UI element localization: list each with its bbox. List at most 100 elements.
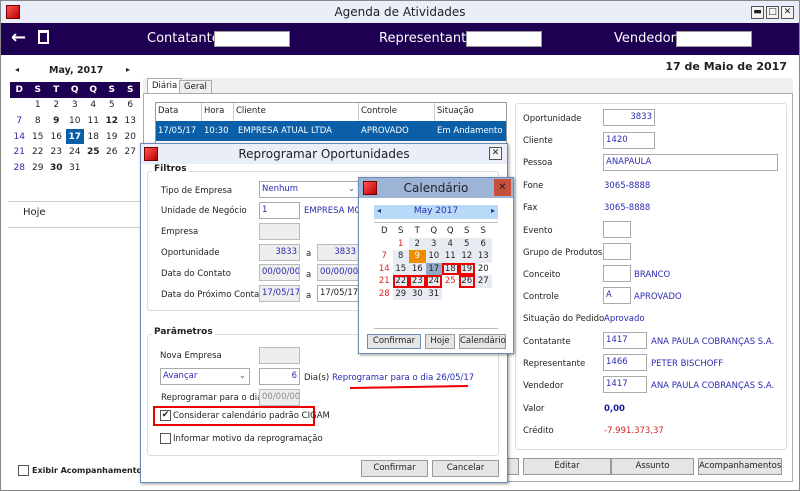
data-contato-to-field[interactable]: 00/00/00 bbox=[317, 264, 359, 281]
calendar-day[interactable]: 17 bbox=[425, 262, 442, 275]
calendar-day[interactable]: 26 bbox=[106, 147, 118, 158]
close-button[interactable]: ✕ bbox=[781, 6, 794, 19]
oportunidade-to-field[interactable]: 3833 bbox=[317, 244, 359, 261]
conceito-field[interactable] bbox=[603, 265, 631, 282]
calendar-day[interactable]: 2 bbox=[53, 100, 60, 111]
column-header-hora[interactable]: Hora bbox=[202, 103, 234, 121]
calendar-day[interactable]: 31 bbox=[69, 162, 81, 173]
maximize-button[interactable]: □ bbox=[766, 6, 779, 19]
oportunidade-field[interactable]: 3833 bbox=[603, 109, 655, 126]
column-header-situacao[interactable]: Situação bbox=[437, 106, 474, 116]
tipo-empresa-select[interactable]: Nenhum ⌄ bbox=[259, 181, 359, 198]
calendario-confirmar-button[interactable]: Confirmar bbox=[367, 334, 421, 349]
contatante-field[interactable]: 1417 bbox=[603, 332, 647, 349]
calendar-day[interactable]: 25 bbox=[444, 276, 456, 287]
pessoa-field[interactable]: ANAPAULA bbox=[603, 154, 778, 171]
calendar-day[interactable]: 16 bbox=[50, 131, 62, 142]
column-header-controle[interactable]: Controle bbox=[359, 103, 435, 121]
column-header-data[interactable]: Data bbox=[156, 103, 202, 121]
representante-input[interactable] bbox=[466, 31, 542, 47]
calendar-day[interactable]: 9 bbox=[409, 250, 426, 263]
vendedor-field[interactable]: 1417 bbox=[603, 376, 647, 393]
calendar-day[interactable]: 1 bbox=[398, 238, 404, 249]
calendar-day[interactable]: 30 bbox=[49, 162, 63, 173]
calendar-day[interactable]: 14 bbox=[13, 131, 25, 142]
considerar-calendario-checkbox[interactable]: ✔ bbox=[160, 410, 171, 421]
calendar-day[interactable]: 11 bbox=[442, 250, 459, 263]
calendar-day[interactable]: 13 bbox=[475, 250, 492, 263]
prev-month-icon[interactable]: ◂ bbox=[377, 206, 382, 215]
calendar-day[interactable]: 14 bbox=[378, 263, 390, 274]
calendar-day[interactable]: 30 bbox=[409, 287, 426, 300]
calendar-day[interactable]: 20 bbox=[477, 263, 489, 274]
dias-field[interactable]: 6 bbox=[259, 368, 300, 385]
tab-diaria[interactable]: Diária bbox=[147, 78, 183, 94]
calendar-day[interactable]: 10 bbox=[425, 250, 442, 263]
informar-motivo-checkbox[interactable] bbox=[160, 433, 171, 444]
calendar-day[interactable]: 17 bbox=[65, 128, 84, 145]
calendar-day[interactable]: 20 bbox=[124, 131, 136, 142]
acompanhamentos-button[interactable]: Acompanhamentos bbox=[698, 458, 782, 475]
controle-field[interactable]: A bbox=[603, 287, 631, 304]
calendar-day[interactable]: 27 bbox=[124, 147, 136, 158]
prox-contato-from-field[interactable]: 17/05/17 bbox=[259, 285, 300, 302]
nova-empresa-field[interactable] bbox=[259, 347, 300, 364]
calendar-day[interactable]: 24 bbox=[69, 147, 81, 158]
vendedor-input[interactable] bbox=[676, 31, 752, 47]
data-contato-from-field[interactable]: 00/00/00 bbox=[259, 264, 300, 281]
calendar-day[interactable]: 8 bbox=[392, 250, 409, 263]
calendar-day[interactable]: 23 bbox=[409, 275, 426, 288]
calendar-day[interactable]: 23 bbox=[50, 147, 62, 158]
calendar-day[interactable]: 18 bbox=[87, 131, 99, 142]
calendar-day[interactable]: 12 bbox=[105, 115, 119, 126]
calendar-day[interactable]: 22 bbox=[32, 147, 44, 158]
calendar-day[interactable]: 29 bbox=[392, 287, 409, 300]
dialog-close-button[interactable]: ✕ bbox=[489, 147, 502, 160]
calendar-day[interactable]: 19 bbox=[458, 262, 475, 275]
column-header-cliente[interactable]: Cliente bbox=[234, 103, 359, 121]
back-arrow-icon[interactable]: ← bbox=[11, 27, 27, 48]
acao-select[interactable]: Avançar ⌄ bbox=[160, 368, 250, 385]
calendar-day[interactable]: 3 bbox=[71, 100, 78, 111]
today-link[interactable]: Hoje bbox=[23, 207, 46, 218]
calendar-day[interactable]: 19 bbox=[106, 131, 118, 142]
calendar-day[interactable]: 10 bbox=[69, 115, 81, 126]
calendario-close-button[interactable]: ✕ bbox=[494, 179, 511, 196]
calendar-day[interactable]: 22 bbox=[392, 275, 409, 288]
calendar-day[interactable]: 4 bbox=[90, 100, 97, 111]
calendar-day[interactable]: 16 bbox=[409, 262, 426, 275]
confirmar-button[interactable]: Confirmar bbox=[361, 460, 428, 477]
calendar-day[interactable]: 18 bbox=[442, 262, 459, 275]
table-row[interactable] bbox=[156, 121, 506, 141]
representante-field[interactable]: 1466 bbox=[603, 354, 647, 371]
calendar-day[interactable]: 27 bbox=[475, 275, 492, 288]
next-month-icon[interactable]: ▸ bbox=[490, 206, 495, 215]
calendar-day[interactable]: 5 bbox=[458, 237, 475, 250]
calendar-day[interactable]: 28 bbox=[13, 162, 25, 173]
trash-icon[interactable] bbox=[38, 30, 49, 44]
minimize-button[interactable]: ▬ bbox=[751, 6, 764, 19]
oportunidade-from-field[interactable]: 3833 bbox=[259, 244, 300, 261]
reprogramar-dia-field[interactable]: 00/00/00 bbox=[259, 389, 300, 406]
grupo-field[interactable] bbox=[603, 243, 631, 260]
calendar-day[interactable]: 6 bbox=[127, 100, 134, 111]
calendar-day[interactable]: 21 bbox=[13, 147, 25, 158]
calendar-day[interactable]: 24 bbox=[425, 275, 442, 288]
unidade-field[interactable]: 1 bbox=[259, 202, 300, 219]
prev-month-icon[interactable]: ◂ bbox=[15, 65, 20, 74]
calendar-day[interactable]: 11 bbox=[87, 115, 99, 126]
contatante-input[interactable] bbox=[214, 31, 290, 47]
calendar-day[interactable]: 4 bbox=[442, 237, 459, 250]
prox-contato-to-field[interactable]: 17/05/17 bbox=[317, 285, 359, 302]
evento-field[interactable] bbox=[603, 221, 631, 238]
calendar-day[interactable]: 2 bbox=[409, 237, 426, 250]
calendar-day[interactable]: 8 bbox=[34, 115, 41, 126]
calendar-day[interactable]: 6 bbox=[475, 237, 492, 250]
calendar-day[interactable]: 29 bbox=[32, 162, 44, 173]
calendar-day[interactable]: 1 bbox=[34, 100, 41, 111]
calendar-day[interactable]: 9 bbox=[53, 115, 60, 126]
next-month-icon[interactable]: ▸ bbox=[126, 65, 131, 74]
calendar-day[interactable]: 12 bbox=[458, 250, 475, 263]
assunto-button[interactable]: Assunto bbox=[611, 458, 694, 475]
calendar-day[interactable]: 13 bbox=[124, 115, 136, 126]
